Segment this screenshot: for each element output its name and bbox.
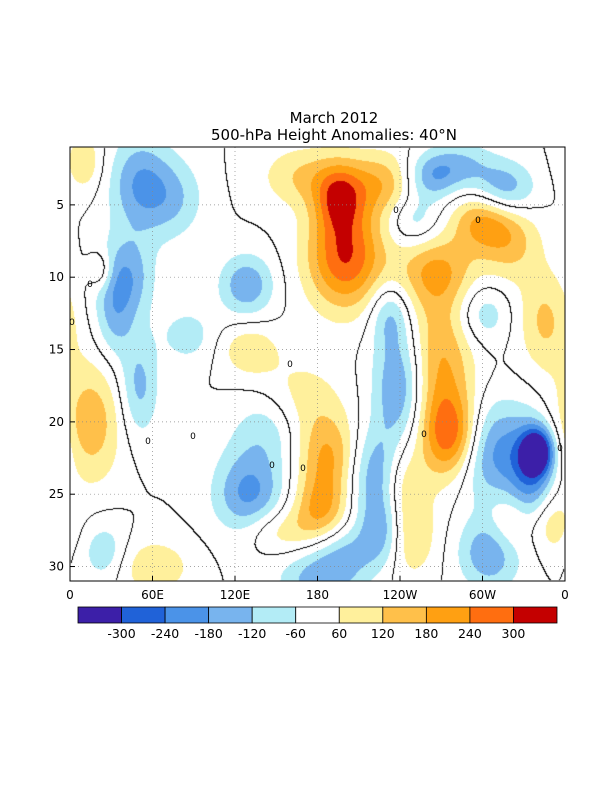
y-axis: 5 10 15 20 25 30 xyxy=(49,198,75,574)
contour-label-10: 0 xyxy=(557,444,563,454)
y-tick-label-3: 20 xyxy=(49,415,64,429)
contour-label-4: 0 xyxy=(269,461,275,471)
colorbar-label-6: 120 xyxy=(371,626,395,641)
colorbar-label-9: 300 xyxy=(502,626,526,641)
grid-lines xyxy=(70,147,565,581)
colorbar-swatch-5 xyxy=(295,606,340,624)
contour-label-3: 0 xyxy=(190,432,196,442)
y-tick-label-2: 15 xyxy=(49,343,64,357)
x-tick-label-5: 60W xyxy=(469,588,496,602)
colorbar-label-3: -120 xyxy=(238,626,266,641)
colorbar-label-0: -300 xyxy=(107,626,135,641)
colorbar: -300 -240 -180 -120 -60 60 120 180 240 300 xyxy=(77,606,558,641)
plot-area: 0 0 0 0 0 0 0 0 0 0 0 xyxy=(69,147,565,581)
colorbar-swatch-3 xyxy=(208,606,253,624)
y-tick-label-0: 5 xyxy=(56,198,64,212)
x-tick-label-4: 120W xyxy=(383,588,418,602)
x-axis: 0 60E 120E 180 120W 60W 0 xyxy=(66,576,569,602)
x-tick-label-6: 0 xyxy=(561,588,569,602)
contour-label-5: 0 xyxy=(300,464,306,474)
contour-label-1: 0 xyxy=(69,318,75,328)
colorbar-label-8: 240 xyxy=(458,626,482,641)
contour-label-9: 0 xyxy=(475,216,481,226)
x-tick-label-1: 60E xyxy=(141,588,164,602)
colorbar-label-2: -180 xyxy=(194,626,222,641)
chart-title-line1: March 2012 xyxy=(290,109,379,127)
colorbar-label-7: 180 xyxy=(414,626,438,641)
colorbar-swatch-2 xyxy=(164,606,210,624)
y-tick-label-5: 30 xyxy=(49,560,64,574)
colorbar-swatch-6 xyxy=(338,606,384,624)
colorbar-swatch-10 xyxy=(513,606,558,624)
colorbar-swatch-9 xyxy=(469,606,514,624)
x-tick-label-0: 0 xyxy=(66,588,74,602)
contour-label-0: 0 xyxy=(87,280,93,290)
colorbar-label-4: -60 xyxy=(286,626,306,641)
x-tick-label-2: 120E xyxy=(220,588,251,602)
chart-title-line2: 500-hPa Height Anomalies: 40°N xyxy=(211,126,457,144)
colorbar-swatch-4 xyxy=(251,606,297,624)
colorbar-swatch-1 xyxy=(121,606,166,624)
zero-contour-labels: 0 0 0 0 0 0 0 0 0 0 0 xyxy=(69,206,563,474)
colorbar-label-5: 60 xyxy=(331,626,347,641)
y-tick-label-4: 25 xyxy=(49,487,64,501)
colorbar-swatch-8 xyxy=(425,606,471,624)
contour-label-2: 0 xyxy=(145,437,151,447)
colorbar-label-1: -240 xyxy=(151,626,179,641)
contour-label-6: 0 xyxy=(287,360,293,370)
x-tick-label-3: 180 xyxy=(306,588,329,602)
colorbar-swatch-7 xyxy=(382,606,427,624)
y-tick-label-1: 10 xyxy=(49,270,64,284)
contour-label-8: 0 xyxy=(421,430,427,440)
colorbar-swatch-0 xyxy=(77,606,122,624)
contour-label-7: 0 xyxy=(393,206,399,216)
